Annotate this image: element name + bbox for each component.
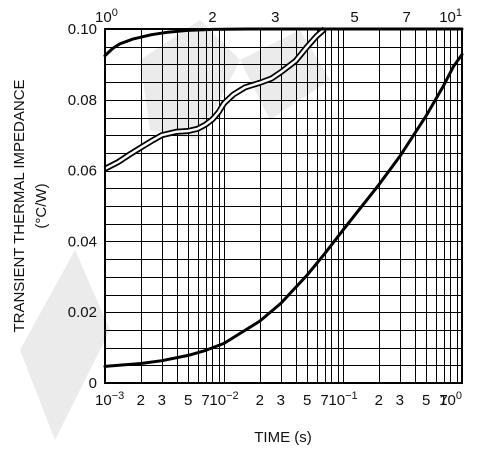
series-curve-2: [104, 28, 326, 170]
y-tick-label: 0.02: [68, 304, 97, 321]
grid: [105, 29, 462, 384]
y-axis-title-line1: TRANSIENT THERMAL IMPEDANCE: [11, 79, 28, 332]
x-tick-label: 3: [396, 392, 404, 409]
y-tick-label: 0.08: [68, 92, 97, 109]
y-axis-title-line2: (°C/W): [33, 183, 50, 228]
x-tick-label: 10−3: [95, 390, 124, 409]
y-tick-label: 0.04: [68, 233, 97, 250]
top-tick-label: 101: [439, 7, 462, 26]
y-tick-labels: 0 0.02 0.04 0.06 0.08 0.10: [68, 21, 97, 392]
watermark-stroke-1: [20, 250, 110, 440]
watermark: [20, 20, 330, 440]
x-tick-label: 7: [201, 392, 209, 409]
x-tick-label: 100: [439, 390, 462, 409]
x-tick-label: 5: [184, 392, 192, 409]
x-tick-label: 2: [137, 392, 145, 409]
plot-frame: [104, 28, 463, 384]
x-axis-title: TIME (s): [254, 429, 312, 446]
watermark-stroke-3: [240, 30, 330, 120]
x-tick-label: 10−1: [328, 390, 357, 409]
top-tick-label: 100: [95, 7, 118, 26]
top-tick-label: 2: [208, 9, 216, 26]
y-tick-label: 0.10: [68, 21, 97, 38]
top-tick-label: 7: [403, 9, 411, 26]
y-axis-unit: (°C/W): [33, 183, 50, 228]
watermark-stroke-2: [140, 20, 240, 140]
top-tick-labels: 100 2 3 5 7 101: [95, 7, 462, 26]
y-axis-title: TRANSIENT THERMAL IMPEDANCE: [11, 79, 28, 332]
top-tick-label: 3: [271, 9, 279, 26]
x-tick-label: 2: [375, 392, 383, 409]
top-tick-label: 5: [350, 9, 358, 26]
x-tick-label: 2: [256, 392, 264, 409]
x-tick-label: 10−2: [209, 390, 238, 409]
series-curve-1: [103, 53, 464, 368]
x-tick-label: 5: [303, 392, 311, 409]
x-tick-label: 3: [277, 392, 285, 409]
x-tick-label: 5: [422, 392, 430, 409]
x-tick-label: 7: [439, 392, 447, 409]
x-tick-label: 7: [320, 392, 328, 409]
y-tick-label: 0.06: [68, 163, 97, 180]
x-tick-label: 3: [158, 392, 166, 409]
y-tick-label: 0: [89, 375, 97, 392]
